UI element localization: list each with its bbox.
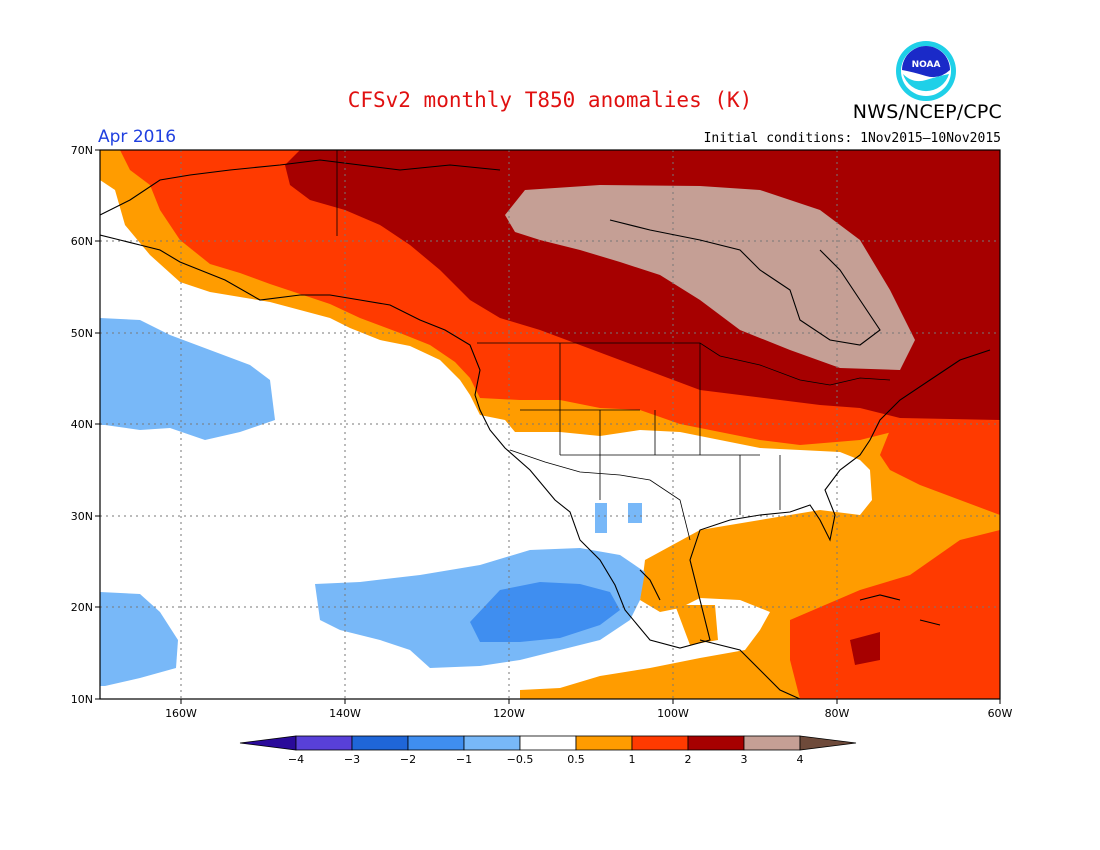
- graticule: [100, 150, 1000, 699]
- lon-tick-label: 160W: [165, 707, 197, 720]
- noaa-logo: NOAA: [896, 41, 956, 101]
- lon-tick-label: 120W: [493, 707, 525, 720]
- colorbar-label: −2: [400, 753, 416, 766]
- anomaly-region-neg-0.5-1-inland-2: [628, 503, 642, 523]
- lon-tick-label: 100W: [657, 707, 689, 720]
- anomaly-region-neg-0.5-1-west: [100, 592, 178, 686]
- lat-tick-label: 40N: [71, 418, 93, 431]
- colorbar-label: 3: [741, 753, 748, 766]
- colorbar-label: 0.5: [567, 753, 585, 766]
- valid-period-label: Apr 2016: [98, 127, 177, 147]
- lat-tick-label: 70N: [71, 144, 93, 157]
- lat-tick-label: 20N: [71, 601, 93, 614]
- lat-tick-label: 50N: [71, 327, 93, 340]
- anomaly-region-1-2-caribbean: [790, 530, 1000, 699]
- colorbar-segment: [463, 735, 521, 751]
- colorbar-label: −3: [344, 753, 360, 766]
- lon-tick-label: 80W: [825, 707, 850, 720]
- anomaly-region-neg-0.5-1-inland: [595, 503, 607, 533]
- axis-ticks: [95, 149, 1001, 704]
- lon-tick-label: 60W: [988, 707, 1013, 720]
- colorbar-labels: −4 −3 −2 −1 −0.5 0.5 1 2 3 4: [288, 753, 804, 766]
- anomaly-region-neg-0.5-1-north: [100, 318, 275, 440]
- organization-label: NWS/NCEP/CPC: [852, 101, 1002, 123]
- lat-tick-label: 30N: [71, 510, 93, 523]
- colorbar-segment: [799, 735, 857, 751]
- colorbar-label: −4: [288, 753, 304, 766]
- colorbar-segment: [687, 735, 745, 751]
- colorbar-segment: [519, 735, 577, 751]
- colorbar-segment: [743, 735, 801, 751]
- colorbar-label: 2: [685, 753, 692, 766]
- anomaly-region-neg-1-2: [470, 582, 620, 642]
- lat-tick-label: 10N: [71, 693, 93, 706]
- colorbar-segment: [575, 735, 633, 751]
- colorbar-label: −0.5: [507, 753, 534, 766]
- colorbar-segment: [407, 735, 465, 751]
- coastlines: [100, 159, 991, 699]
- anomaly-region-2-3-caribbean: [850, 632, 880, 665]
- colorbar-segment: [351, 735, 409, 751]
- colorbar: [239, 735, 857, 751]
- lat-tick-label: 60N: [71, 235, 93, 248]
- anomaly-region-3-4: [505, 185, 915, 370]
- colorbar-label: −1: [456, 753, 472, 766]
- lon-tick-label: 140W: [329, 707, 361, 720]
- map-title: CFSv2 monthly T850 anomalies (K): [347, 88, 753, 112]
- initial-conditions-label: Initial conditions: 1Nov2015–10Nov2015: [703, 131, 1001, 146]
- colorbar-label: 1: [629, 753, 636, 766]
- boundaries: [336, 150, 891, 541]
- anomaly-region-neg-0.5-1-south: [315, 548, 645, 668]
- colorbar-segment: [239, 735, 297, 751]
- anomaly-region-1-2-atlantic: [880, 420, 1000, 515]
- colorbar-label: 4: [797, 753, 804, 766]
- colorbar-segment: [631, 735, 689, 751]
- anomaly-region-0.5-1-central: [675, 605, 718, 645]
- colorbar-segment: [295, 735, 353, 751]
- noaa-logo-text: NOAA: [912, 60, 941, 70]
